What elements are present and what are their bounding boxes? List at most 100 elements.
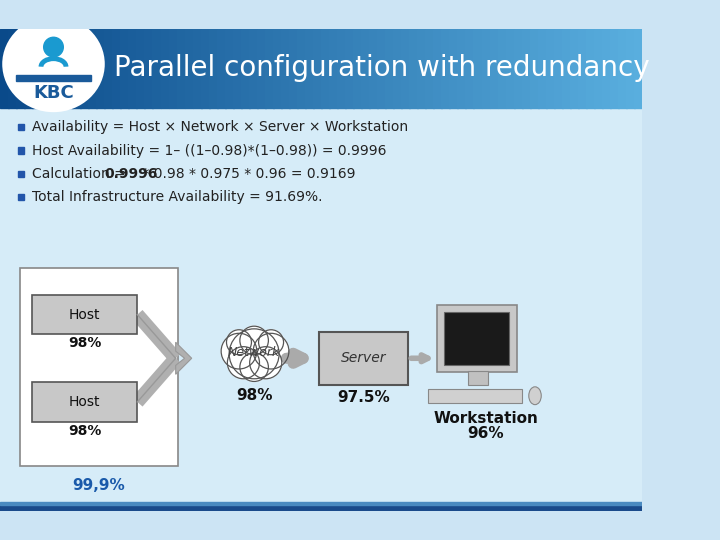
Bar	[120, 29, 130, 107]
Bar	[385, 29, 394, 107]
Bar	[8, 29, 17, 107]
Polygon shape	[176, 342, 192, 374]
Bar	[626, 29, 635, 107]
Bar	[184, 29, 194, 107]
Bar	[441, 29, 450, 107]
Bar	[490, 29, 498, 107]
Bar	[401, 29, 410, 107]
Bar	[353, 29, 362, 107]
Circle shape	[240, 326, 269, 355]
Text: 96%: 96%	[468, 426, 504, 441]
Text: Calculation =: Calculation =	[32, 167, 130, 181]
Circle shape	[228, 347, 259, 379]
Circle shape	[250, 347, 282, 379]
Bar	[586, 29, 595, 107]
Bar	[498, 29, 506, 107]
Text: 97.5%: 97.5%	[338, 390, 390, 405]
Bar	[56, 29, 65, 107]
Bar	[437, 305, 517, 372]
Bar	[217, 29, 225, 107]
Bar	[249, 29, 258, 107]
Circle shape	[258, 330, 284, 355]
Ellipse shape	[528, 387, 541, 404]
Bar	[32, 29, 41, 107]
Bar	[161, 29, 169, 107]
Bar	[505, 29, 515, 107]
Bar	[18, 194, 24, 200]
Ellipse shape	[2, 16, 105, 112]
Bar	[48, 29, 57, 107]
Bar	[281, 29, 289, 107]
Text: 98%: 98%	[68, 336, 102, 350]
Text: Host Availability = 1– ((1–0.98)*(1–0.98)) = 0.9996: Host Availability = 1– ((1–0.98)*(1–0.98…	[32, 144, 387, 158]
Circle shape	[227, 330, 251, 355]
Bar	[18, 147, 24, 154]
Bar	[428, 389, 521, 403]
Bar	[209, 29, 217, 107]
Text: 0.9996: 0.9996	[104, 167, 158, 181]
Bar	[40, 29, 49, 107]
Bar	[345, 29, 354, 107]
Bar	[634, 29, 643, 107]
Bar	[570, 29, 579, 107]
Bar	[0, 504, 642, 511]
Text: 98%: 98%	[68, 423, 102, 437]
Bar	[128, 29, 138, 107]
Bar	[32, 382, 138, 422]
Bar	[546, 29, 554, 107]
Bar	[319, 332, 408, 385]
Bar	[513, 29, 523, 107]
Bar	[393, 29, 402, 107]
Bar	[19, 268, 179, 466]
Bar	[610, 29, 618, 107]
Text: Host: Host	[69, 308, 101, 322]
Circle shape	[229, 329, 279, 379]
Bar	[176, 29, 186, 107]
Bar	[89, 29, 97, 107]
Bar	[530, 29, 539, 107]
Bar	[32, 295, 138, 334]
Bar	[257, 29, 266, 107]
Text: Network: Network	[228, 347, 280, 360]
Bar	[18, 124, 24, 131]
Text: Availability = Host × Network × Server × Workstation: Availability = Host × Network × Server ×…	[32, 120, 408, 134]
Bar	[112, 29, 121, 107]
Bar	[457, 29, 467, 107]
Bar	[193, 29, 202, 107]
Bar	[0, 502, 642, 504]
Bar	[474, 29, 482, 107]
Bar	[240, 29, 250, 107]
Text: Server: Server	[341, 352, 387, 365]
Bar	[465, 29, 474, 107]
Bar	[233, 29, 242, 107]
Bar	[562, 29, 571, 107]
Bar	[0, 29, 9, 107]
Bar	[16, 29, 25, 107]
Bar	[361, 29, 370, 107]
Circle shape	[240, 353, 269, 381]
Bar	[265, 29, 274, 107]
Bar	[418, 29, 426, 107]
Bar	[468, 371, 487, 385]
Bar	[578, 29, 587, 107]
Bar	[273, 29, 282, 107]
Bar	[538, 29, 546, 107]
Bar	[16, 75, 91, 81]
Bar	[482, 29, 490, 107]
Bar	[64, 29, 73, 107]
Bar	[153, 29, 161, 107]
Circle shape	[221, 333, 257, 369]
Bar	[18, 171, 24, 177]
Bar	[145, 29, 153, 107]
Text: Parallel configuration with redundancy: Parallel configuration with redundancy	[114, 55, 649, 83]
Bar	[305, 29, 314, 107]
Bar	[289, 29, 298, 107]
Text: 99,9%: 99,9%	[73, 478, 125, 493]
Bar	[426, 29, 434, 107]
Bar	[225, 29, 233, 107]
Bar	[0, 107, 642, 511]
Circle shape	[253, 333, 289, 369]
Bar	[444, 312, 509, 366]
Bar	[554, 29, 562, 107]
Bar	[618, 29, 627, 107]
